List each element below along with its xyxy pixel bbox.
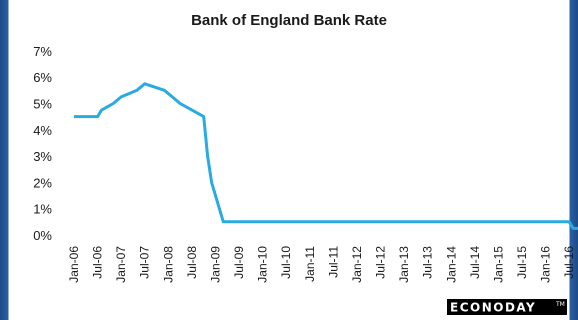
x-tick-label: Jul-11 — [326, 246, 340, 278]
x-tick-label: Jan-16 — [539, 246, 553, 283]
series-line — [74, 82, 578, 230]
y-tick-label: 0% — [33, 228, 52, 243]
x-tick-label: Jul-14 — [468, 246, 482, 279]
x-axis: Jan-06 Jul-06 Jan-07 Jul-07 Jan-08 Jul-08 Jan-… — [67, 246, 576, 283]
x-tick-label: Jul-16 — [562, 246, 576, 279]
y-tick-label: 1% — [33, 202, 52, 217]
logo-text: ECONODAY — [450, 301, 536, 315]
x-tick-label: Jul-10 — [279, 246, 293, 279]
x-tick-label: Jan-06 — [67, 246, 81, 283]
x-tick-label: Jan-08 — [161, 246, 175, 283]
x-tick-label: Jan-12 — [350, 246, 364, 283]
x-tick-label: Jan-11 — [303, 246, 317, 282]
logo-box — [447, 299, 567, 315]
x-tick-label: Jul-12 — [374, 246, 388, 279]
y-tick-label: 2% — [33, 175, 52, 190]
y-axis: 0% 1% 2% 3% 4% 5% 6% 7% — [33, 44, 52, 243]
x-tick-label: Jul-07 — [138, 246, 152, 279]
y-tick-label: 7% — [33, 44, 52, 59]
x-tick-label: Jan-14 — [444, 246, 458, 283]
y-tick-label: 5% — [33, 97, 52, 112]
x-tick-label: Jan-15 — [491, 246, 505, 283]
x-tick-label: Jul-13 — [421, 246, 435, 279]
x-tick-label: Jan-09 — [208, 246, 222, 283]
x-tick-label: Jul-08 — [185, 246, 199, 279]
chart-panel — [9, 0, 569, 320]
series-layer — [74, 82, 578, 230]
x-tick-label: Jul-09 — [232, 246, 246, 279]
y-tick-label: 4% — [33, 123, 52, 138]
x-tick-label: Jan-10 — [256, 246, 270, 283]
y-tick-label: 6% — [33, 70, 52, 85]
x-tick-label: Jul-15 — [515, 246, 529, 279]
y-tick-label: 3% — [33, 149, 52, 164]
chart-title: Bank of England Bank Rate — [191, 12, 387, 29]
logo-tm: TM — [555, 301, 565, 308]
x-tick-label: Jul-06 — [91, 246, 105, 279]
frame-right-edge — [569, 0, 578, 320]
x-tick-label: Jan-13 — [397, 246, 411, 283]
econoday-logo: ECONODAY TM — [447, 299, 567, 315]
x-tick-label: Jan-07 — [114, 246, 128, 283]
